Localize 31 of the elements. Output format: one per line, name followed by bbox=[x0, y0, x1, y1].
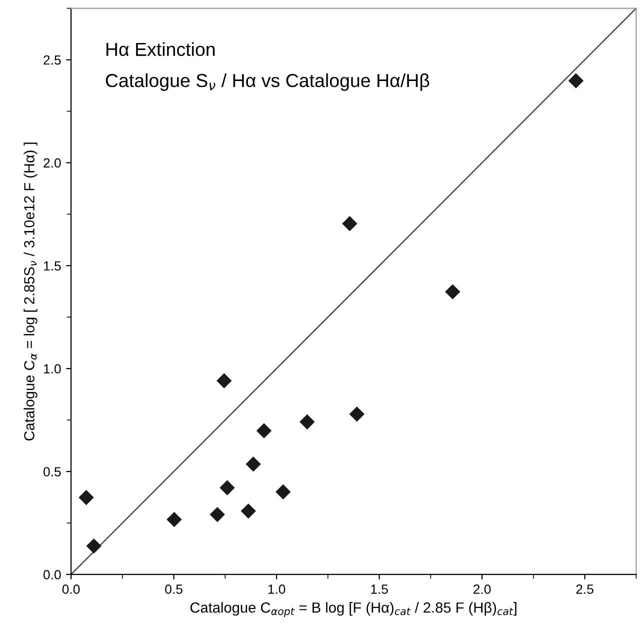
x-tick-label: 2.0 bbox=[474, 584, 491, 594]
point bbox=[256, 423, 272, 438]
point bbox=[349, 406, 364, 422]
annotation: Catalogue S$_{ν}$ / Hα vs Catalogue Hα/Hβ bbox=[106, 73, 430, 91]
y-tick-label: 2.5 bbox=[44, 55, 61, 65]
point bbox=[86, 538, 102, 554]
point bbox=[300, 414, 315, 430]
point bbox=[216, 373, 232, 388]
point bbox=[78, 490, 94, 506]
y-tick-label: 2.0 bbox=[44, 158, 61, 168]
y-tick-label: 1.5 bbox=[44, 261, 61, 271]
x-tick-label: 0.5 bbox=[165, 584, 182, 594]
point bbox=[342, 216, 358, 232]
x-tick-label: 2.5 bbox=[576, 584, 594, 594]
x-tick-label: 1.5 bbox=[371, 584, 388, 594]
point bbox=[445, 284, 460, 300]
x-tick-label: 1.0 bbox=[268, 584, 286, 594]
point bbox=[246, 456, 261, 472]
x-tick-label: 0.0 bbox=[62, 584, 80, 594]
point bbox=[568, 73, 584, 88]
point bbox=[276, 484, 291, 500]
x-axis-title: Catalogue C$_{αopt}$ = B log [F (Hα)$_{cat}$ / 2.85 F (Hβ)$_{cat}$] bbox=[190, 602, 516, 618]
point bbox=[166, 512, 182, 528]
annotation: Hα Extinction bbox=[106, 42, 215, 56]
y-axis-title: Catalogue C$_{α}$ = log [ 2.85S$_{ν}$ / 3.10e12 F (Hα) ] bbox=[24, 142, 38, 440]
point bbox=[240, 503, 256, 519]
y-tick-label: 1.0 bbox=[44, 364, 61, 374]
point bbox=[210, 506, 225, 522]
y-tick-label: 0.0 bbox=[43, 570, 61, 580]
point bbox=[220, 480, 235, 496]
y-tick-label: 0.5 bbox=[43, 467, 61, 476]
